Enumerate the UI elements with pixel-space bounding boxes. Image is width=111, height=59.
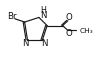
Text: N: N <box>40 11 46 20</box>
Text: O: O <box>65 29 72 38</box>
Text: N: N <box>41 39 48 48</box>
Text: H: H <box>40 6 46 15</box>
Text: CH₃: CH₃ <box>80 28 94 34</box>
Text: N: N <box>22 39 29 48</box>
Text: O: O <box>65 13 72 22</box>
Text: Br: Br <box>7 12 16 21</box>
